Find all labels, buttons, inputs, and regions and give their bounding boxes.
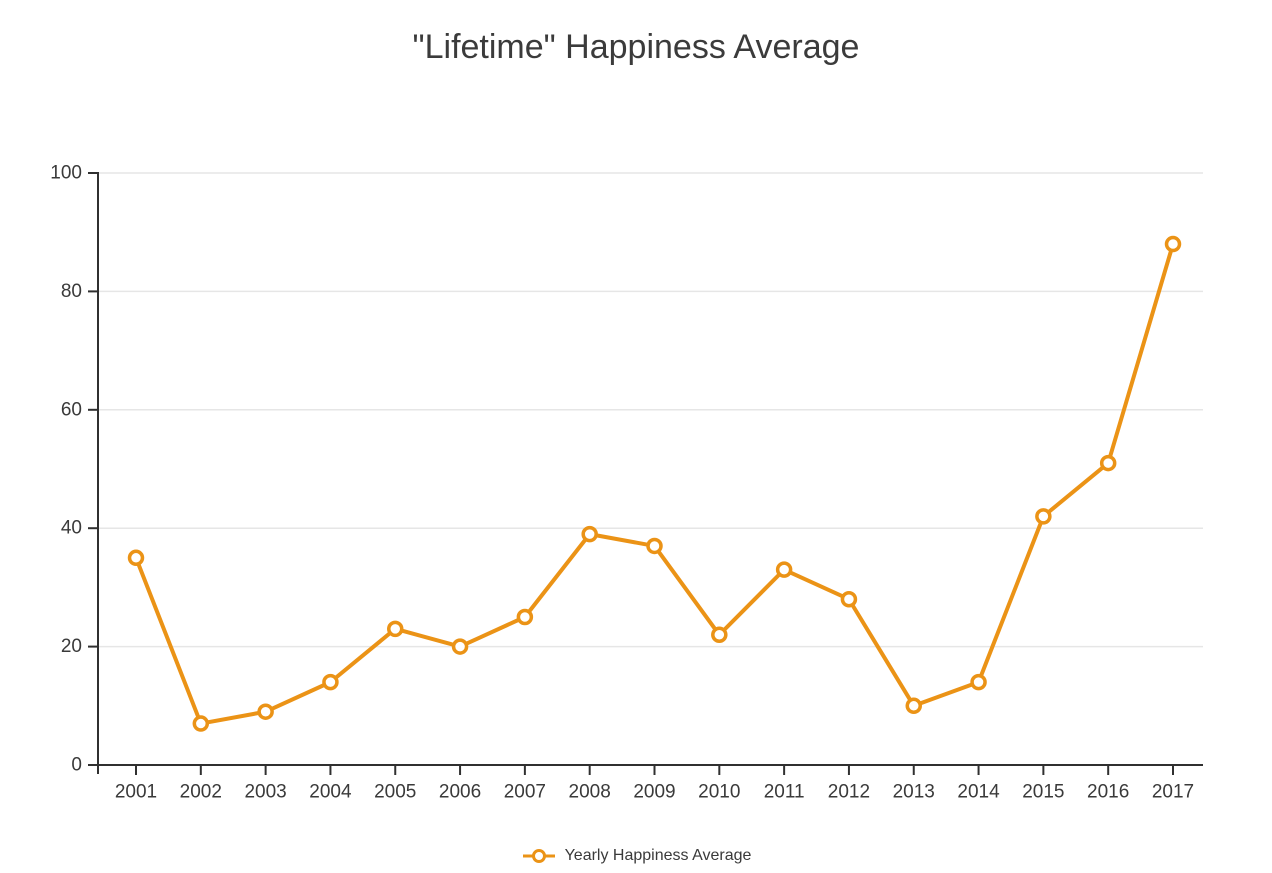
svg-text:2005: 2005 [374,782,416,803]
legend-label: Yearly Happiness Average [564,847,752,864]
svg-text:2007: 2007 [504,782,546,803]
svg-text:2001: 2001 [115,782,157,803]
svg-text:2014: 2014 [957,782,1000,803]
svg-text:2011: 2011 [764,782,805,803]
legend-item-yearly-happiness-average[interactable]: Yearly Happiness Average [0,844,1272,868]
svg-text:2013: 2013 [893,782,935,803]
svg-text:2016: 2016 [1087,782,1129,803]
svg-text:60: 60 [61,399,82,420]
svg-text:40: 40 [61,518,82,539]
chart-title: "Lifetime" Happiness Average [412,28,860,66]
svg-text:80: 80 [61,281,82,302]
svg-text:2017: 2017 [1152,782,1194,803]
svg-text:2010: 2010 [698,782,740,803]
svg-text:2009: 2009 [633,782,675,803]
svg-text:2004: 2004 [309,782,352,803]
svg-text:2003: 2003 [244,782,286,803]
svg-text:2012: 2012 [828,782,870,803]
svg-text:2008: 2008 [569,782,611,803]
svg-text:0: 0 [71,755,82,776]
svg-text:2002: 2002 [180,782,222,803]
svg-text:2015: 2015 [1022,782,1064,803]
svg-text:100: 100 [50,163,82,184]
svg-text:2006: 2006 [439,782,481,803]
legend-line-marker-icon [522,849,555,863]
svg-text:20: 20 [61,636,82,657]
